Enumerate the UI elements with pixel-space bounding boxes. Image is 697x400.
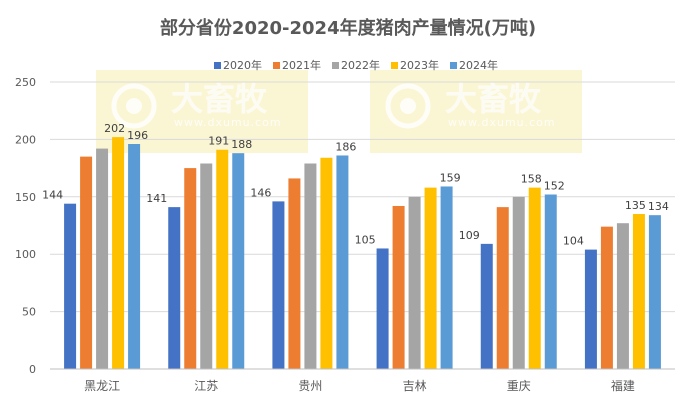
y-tick-label: 250 xyxy=(15,76,36,89)
x-tick-label: 黑龙江 xyxy=(84,379,120,393)
legend-label: 2021年 xyxy=(282,58,321,72)
bar xyxy=(128,143,141,369)
watermark-brand: 大畜牧 xyxy=(171,80,268,118)
bar xyxy=(200,163,213,369)
data-label: 104 xyxy=(563,235,584,248)
bar xyxy=(528,187,541,369)
bar xyxy=(392,205,405,369)
bar xyxy=(544,194,557,369)
chart-title: 部分省份2020-2024年度猪肉产量情况(万吨) xyxy=(160,17,536,39)
watermark-brand: 大畜牧 xyxy=(445,80,542,118)
y-tick-label: 0 xyxy=(29,363,36,376)
data-label: 134 xyxy=(648,200,669,213)
x-tick-label: 重庆 xyxy=(507,379,531,393)
watermark-url: www.dxumu.com xyxy=(174,116,282,129)
bar xyxy=(600,226,613,369)
data-label: 202 xyxy=(104,122,125,135)
bar xyxy=(272,201,285,369)
data-label: 135 xyxy=(625,199,646,212)
bar xyxy=(288,178,301,369)
bar xyxy=(216,149,229,369)
bar xyxy=(584,249,597,369)
x-tick-label: 江苏 xyxy=(194,379,218,393)
bar xyxy=(648,215,661,369)
bar xyxy=(408,196,421,369)
legend-swatch xyxy=(214,62,221,69)
bar xyxy=(112,137,125,369)
data-label: 159 xyxy=(440,171,461,184)
y-tick-label: 200 xyxy=(15,133,36,146)
x-tick-label: 吉林 xyxy=(403,379,427,393)
data-label: 152 xyxy=(544,180,565,193)
data-label: 158 xyxy=(521,173,542,186)
bar xyxy=(96,148,109,369)
legend-swatch xyxy=(332,62,339,69)
y-tick-label: 50 xyxy=(22,306,36,319)
bar xyxy=(440,186,453,369)
bar xyxy=(64,203,77,369)
y-tick-label: 100 xyxy=(15,248,36,261)
data-label: 188 xyxy=(231,138,252,151)
data-label: 141 xyxy=(146,192,167,205)
data-label: 144 xyxy=(42,189,63,202)
data-label: 186 xyxy=(335,140,356,153)
bar xyxy=(496,207,509,369)
data-label: 105 xyxy=(355,233,376,246)
watermark-logo-icon xyxy=(111,83,157,129)
bar xyxy=(184,168,197,369)
data-label: 196 xyxy=(127,129,148,142)
watermark-url: www.dxumu.com xyxy=(448,116,556,129)
legend-swatch xyxy=(273,62,280,69)
data-label: 191 xyxy=(208,135,229,148)
bar xyxy=(424,187,437,369)
legend-label: 2024年 xyxy=(459,58,498,72)
watermark-logo-icon xyxy=(400,98,416,114)
x-tick-label: 贵州 xyxy=(298,379,322,393)
bar xyxy=(232,153,245,369)
x-tick-label: 福建 xyxy=(611,378,635,393)
bar xyxy=(480,243,493,369)
bar xyxy=(168,207,181,369)
bar xyxy=(512,196,525,369)
bar xyxy=(336,155,349,369)
bar xyxy=(632,214,645,369)
bar xyxy=(80,156,93,369)
data-label: 146 xyxy=(250,186,271,199)
legend-label: 2022年 xyxy=(341,58,380,72)
legend-label: 2023年 xyxy=(400,58,439,72)
legend-label: 2020年 xyxy=(223,58,262,72)
bar xyxy=(320,157,333,369)
y-tick-label: 150 xyxy=(15,191,36,204)
legend-swatch xyxy=(391,62,398,69)
data-label: 109 xyxy=(459,229,480,242)
watermark-logo-icon xyxy=(385,83,431,129)
bar xyxy=(376,248,389,369)
watermark-logo-icon xyxy=(126,98,142,114)
legend-swatch xyxy=(450,62,457,69)
bar xyxy=(304,163,317,369)
bar xyxy=(616,223,629,369)
